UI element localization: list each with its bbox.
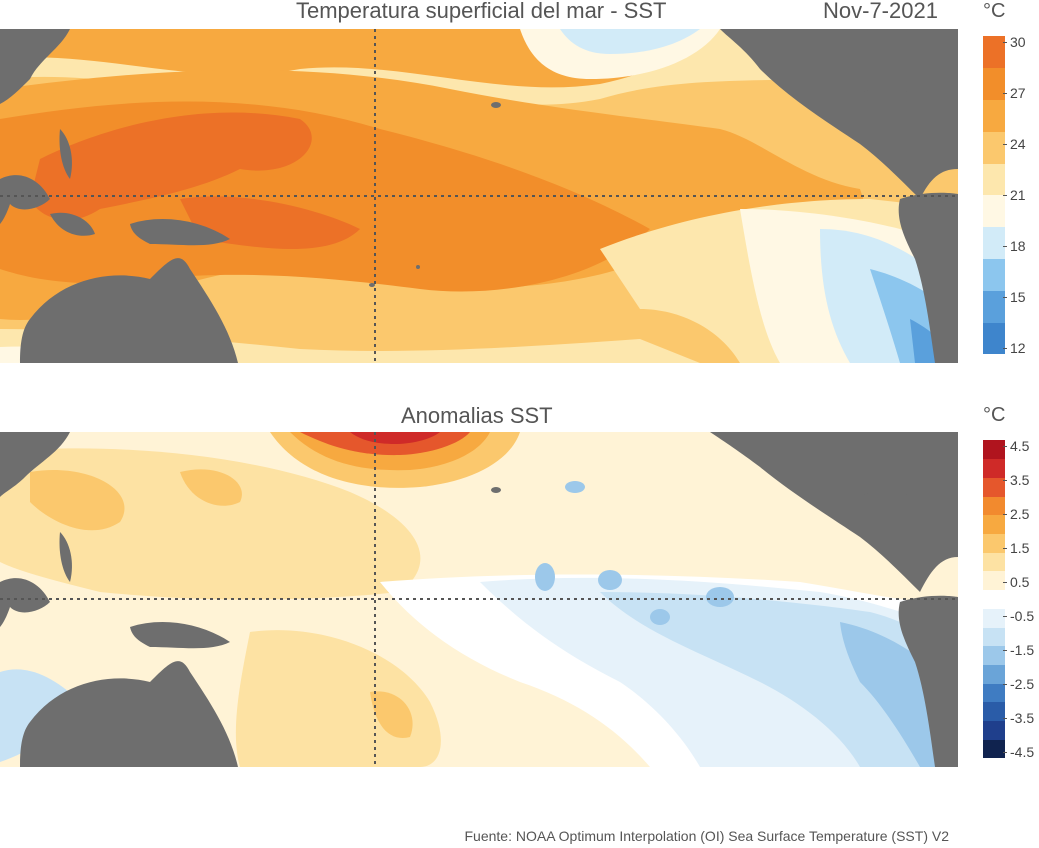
anomaly-colorbar-tick-label: 0.5 — [1010, 574, 1030, 590]
anomaly-colorbar-tick-label: 3.5 — [1010, 472, 1030, 488]
anomaly-colorbar-tick-label: -0.5 — [1010, 608, 1035, 624]
anomaly-colorbar-tick-mark — [1003, 548, 1007, 549]
sst-colorbar-segment — [983, 322, 1005, 355]
sst-colorbar-tick-label: 27 — [1010, 85, 1026, 101]
sst-colorbar-tick-mark — [1003, 195, 1007, 196]
sst-colorbar-tick-mark — [1003, 246, 1007, 247]
anomaly-colorbar-segment — [983, 514, 1005, 535]
sst-colorbar-tick-mark — [1003, 42, 1007, 43]
sst-colorbar-tick-mark — [1003, 297, 1007, 298]
sst-title: Temperatura superficial del mar - SST — [296, 0, 667, 23]
sst-colorbar-tick-mark — [1003, 93, 1007, 94]
sst-colorbar-tick-label: 15 — [1010, 289, 1026, 305]
anomaly-colorbar-tick-mark — [1003, 684, 1007, 685]
anomaly-colorbar-tick-label: 1.5 — [1010, 540, 1030, 556]
sst-unit-label: °C — [983, 0, 1006, 22]
anomaly-colorbar-segment — [983, 720, 1005, 740]
anomaly-colorbar-tick-mark — [1003, 582, 1007, 583]
source-note: Fuente: NOAA Optimum Interpolation (OI) … — [464, 828, 949, 844]
anomaly-title: Anomalias SST — [401, 403, 553, 428]
anomaly-colorbar-segment — [983, 496, 1005, 516]
sst-colorbar-tick-mark — [1003, 348, 1007, 349]
sst-colorbar-segment — [983, 226, 1005, 260]
anomaly-colorbar-tick-mark — [1003, 616, 1007, 617]
anomaly-colorbar-segment — [983, 440, 1005, 460]
sst-map — [0, 29, 958, 363]
sst-colorbar-tick-label: 24 — [1010, 136, 1026, 152]
sst-colorbar-tick-label: 30 — [1010, 34, 1026, 50]
sst-colorbar-segment — [983, 163, 1005, 196]
anomaly-colorbar-segment — [983, 608, 1005, 628]
sst-colorbar-segment — [983, 67, 1005, 101]
anomaly-colorbar-tick-mark — [1003, 650, 1007, 651]
sst-colorbar-segment — [983, 290, 1005, 323]
anomaly-colorbar-tick-mark — [1003, 446, 1007, 447]
sst-colorbar-segment — [983, 36, 1005, 69]
sst-colorbar-tick-mark — [1003, 144, 1007, 145]
anomaly-colorbar-tick-label: -2.5 — [1010, 676, 1035, 692]
anomaly-colorbar-segment — [983, 458, 1005, 478]
anomaly-colorbar-segment — [983, 739, 1005, 759]
anomaly-colorbar-segment — [983, 477, 1005, 497]
anomaly-colorbar-segment — [983, 627, 1005, 647]
anomaly-colorbar-tick-mark — [1003, 480, 1007, 481]
sst-colorbar — [983, 36, 1005, 355]
sst-colorbar-segment — [983, 195, 1005, 228]
anomaly-colorbar-segment — [983, 589, 1005, 609]
sst-date: Nov-7-2021 — [823, 0, 938, 23]
anomaly-colorbar-segment — [983, 552, 1005, 572]
sst-colorbar-tick-label: 21 — [1010, 187, 1026, 203]
sst-colorbar-segment — [983, 258, 1005, 291]
anomaly-colorbar — [983, 440, 1005, 759]
anomaly-colorbar-tick-label: 4.5 — [1010, 438, 1030, 454]
anomaly-colorbar-tick-mark — [1003, 514, 1007, 515]
anomaly-colorbar-segment — [983, 533, 1005, 553]
anomaly-colorbar-tick-label: 2.5 — [1010, 506, 1030, 522]
anomaly-colorbar-tick-mark — [1003, 752, 1007, 753]
anomaly-colorbar-tick-mark — [1003, 718, 1007, 719]
anomaly-colorbar-tick-label: -4.5 — [1010, 744, 1035, 760]
anomaly-colorbar-tick-label: -3.5 — [1010, 710, 1035, 726]
sst-colorbar-segment — [983, 99, 1005, 132]
anomaly-colorbar-segment — [983, 570, 1005, 591]
anomaly-map — [0, 432, 958, 767]
anomaly-colorbar-segment — [983, 664, 1005, 684]
sst-colorbar-tick-label: 12 — [1010, 340, 1026, 356]
sst-colorbar-tick-label: 18 — [1010, 238, 1026, 254]
anomaly-colorbar-segment — [983, 701, 1005, 722]
anomaly-colorbar-tick-label: -1.5 — [1010, 642, 1035, 658]
anomaly-colorbar-segment — [983, 683, 1005, 703]
sst-colorbar-segment — [983, 131, 1005, 164]
anomaly-unit-label: °C — [983, 404, 1006, 426]
anomaly-colorbar-segment — [983, 645, 1005, 665]
